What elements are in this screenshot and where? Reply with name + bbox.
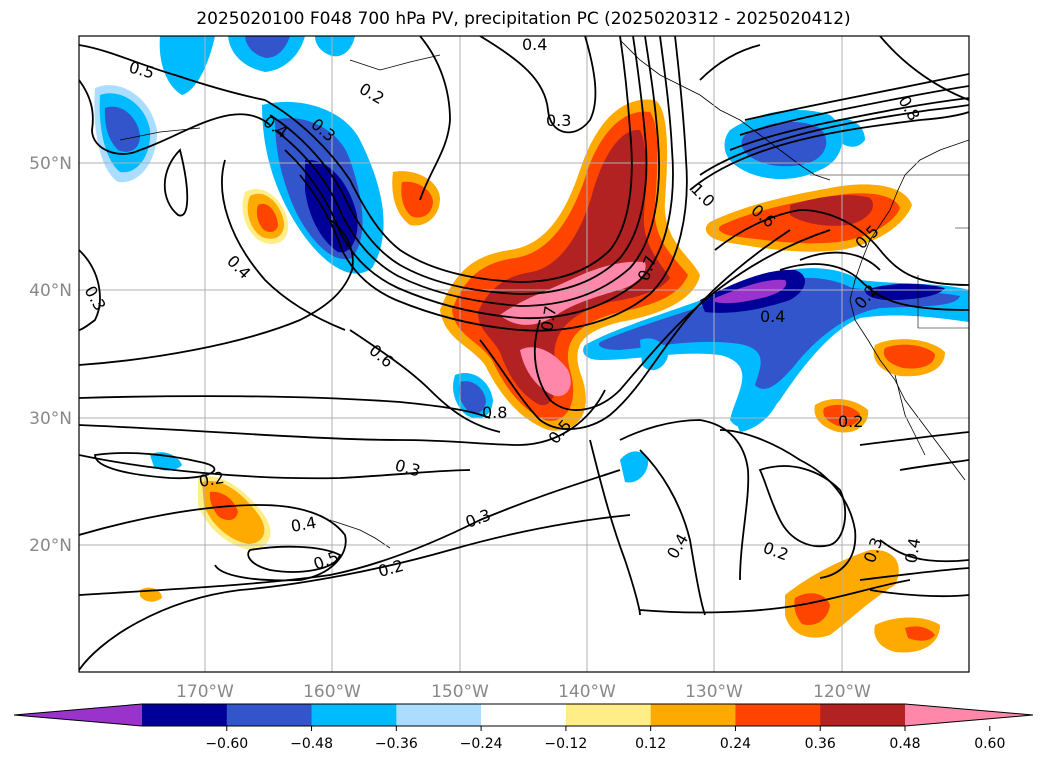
map-title: 2025020100 F048 700 hPa PV, precipitatio… bbox=[196, 9, 851, 29]
contour-label: 0.4 bbox=[522, 35, 547, 54]
lat-label: 20°N bbox=[29, 536, 72, 556]
colorbar-extend-low bbox=[14, 704, 142, 726]
colorbar-tick-label: −0.36 bbox=[375, 736, 418, 752]
colorbar-segment bbox=[396, 704, 482, 726]
contour-label: 0.4 bbox=[289, 513, 317, 536]
contour-label: 0.3 bbox=[546, 111, 571, 130]
colorbar-outline bbox=[13, 703, 1034, 727]
lat-label: 40°N bbox=[29, 281, 72, 301]
contour-label: 0.7 bbox=[537, 304, 560, 332]
map-plot-area: 0.5 0.2 0.4 0.3 0.4 0.3 0.8 0.6 1.0 0.5 … bbox=[79, 35, 969, 672]
colorbar-tick-label: 0.48 bbox=[889, 736, 920, 752]
colorbar-segment bbox=[820, 704, 906, 726]
borders bbox=[810, 174, 969, 329]
lon-label: 160°W bbox=[303, 682, 361, 702]
colorbar-segment bbox=[142, 704, 228, 726]
colorbar-segment bbox=[311, 704, 397, 726]
lat-label: 50°N bbox=[29, 154, 72, 174]
colorbar-tick-label: 0.60 bbox=[974, 736, 1005, 752]
lon-label: 120°W bbox=[813, 682, 871, 702]
colorbar-segment bbox=[226, 704, 313, 726]
colorbar-tick-label: 0.24 bbox=[720, 736, 751, 752]
lon-label: 140°W bbox=[558, 682, 616, 702]
colorbar-segment bbox=[565, 704, 652, 726]
gridlines bbox=[79, 36, 969, 672]
colorbar-tick-label: −0.60 bbox=[205, 736, 248, 752]
colorbar-segment bbox=[481, 704, 567, 726]
colorbar-segment bbox=[735, 704, 821, 726]
colorbar-extend-high bbox=[905, 704, 1033, 726]
lon-label: 130°W bbox=[685, 682, 743, 702]
colorbar-tick-label: −0.12 bbox=[544, 736, 587, 752]
contour-label: 0.2 bbox=[197, 468, 225, 491]
contour-label: 0.2 bbox=[838, 412, 863, 431]
lon-label: 150°W bbox=[431, 682, 489, 702]
contour-label: 0.4 bbox=[760, 307, 785, 326]
map-frame bbox=[78, 35, 970, 673]
colorbar-tick-label: 0.36 bbox=[805, 736, 836, 752]
colorbar-tick-label: −0.48 bbox=[290, 736, 333, 752]
colorbar-tick-label: −0.24 bbox=[460, 736, 503, 752]
lat-axis-labels: 50°N 40°N 30°N 20°N bbox=[29, 154, 72, 556]
colorbar-tick-label: 0.12 bbox=[635, 736, 666, 752]
colorbar-segment bbox=[650, 704, 736, 726]
lat-label: 30°N bbox=[29, 409, 72, 429]
pv-contours bbox=[79, 36, 969, 671]
colorbar: −0.60 −0.48 −0.36 −0.24 −0.12 0.12 0.24 0.36 0.4… bbox=[13, 703, 1034, 752]
contour-label: 0.4 bbox=[901, 536, 924, 564]
contour-label: 0.8 bbox=[482, 403, 507, 422]
lon-label: 170°W bbox=[176, 682, 234, 702]
lon-axis-labels: 170°W 160°W 150°W 140°W 130°W 120°W bbox=[176, 682, 871, 702]
